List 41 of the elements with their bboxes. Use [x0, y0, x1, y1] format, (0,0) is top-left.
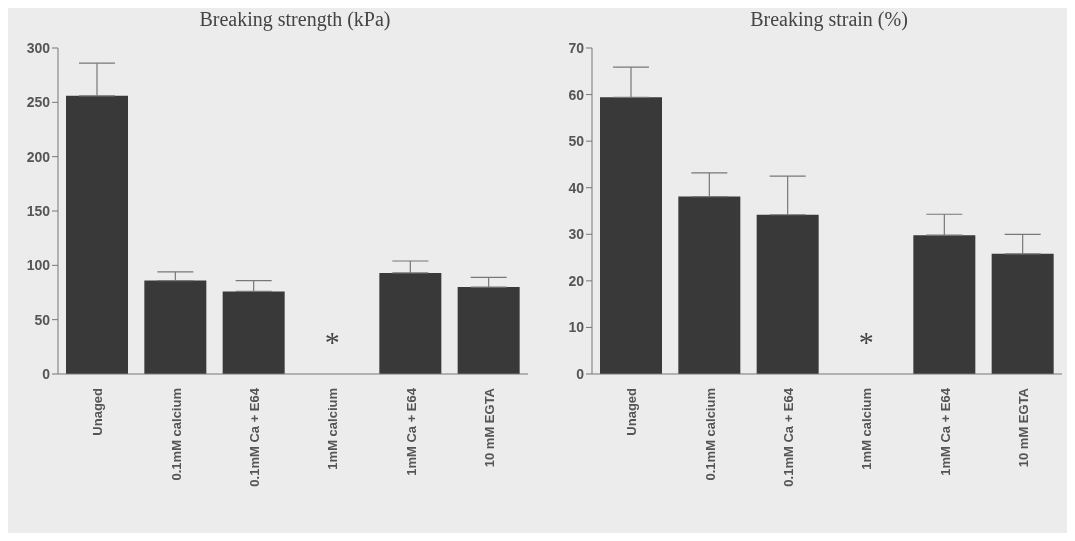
- y-tick-label: 60: [568, 86, 585, 103]
- y-tick-label: 0: [42, 365, 51, 382]
- y-tick-label: 20: [568, 272, 585, 289]
- x-tick-label: 10 mM EGTA: [481, 387, 497, 468]
- chart-title: Breaking strain (%): [749, 8, 909, 33]
- x-tick-label: 1mM Ca + E64: [403, 387, 419, 476]
- bar: [222, 291, 285, 374]
- y-tick-label: 150: [26, 202, 51, 219]
- x-tick-label: 0.1mM Ca + E64: [246, 387, 262, 487]
- y-tick-label: 200: [26, 148, 51, 165]
- y-tick-label: 30: [568, 226, 585, 243]
- bar: [457, 287, 520, 374]
- bar: [678, 196, 741, 374]
- bar: [913, 235, 976, 374]
- y-tick-label: 100: [26, 257, 51, 274]
- annotation: *: [324, 325, 340, 358]
- y-tick-label: 50: [34, 311, 51, 328]
- x-tick-label: 1mM calcium: [325, 388, 341, 470]
- y-tick-label: 300: [26, 39, 51, 56]
- bar: [756, 214, 819, 374]
- x-tick-label: 1mM Ca + E64: [937, 387, 953, 476]
- bar: [144, 280, 207, 374]
- y-tick-label: 0: [576, 365, 585, 382]
- bar: [991, 253, 1054, 374]
- x-tick-label: 0.1mM calcium: [168, 388, 184, 481]
- bar: [379, 272, 442, 374]
- y-tick-label: 40: [568, 179, 585, 196]
- x-tick-label: 1mM calcium: [859, 388, 875, 470]
- x-tick-label: 10 mM EGTA: [1015, 387, 1031, 468]
- x-tick-label: 0.1mM Ca + E64: [780, 387, 796, 487]
- y-tick-label: 50: [568, 133, 585, 150]
- bar: [600, 97, 662, 374]
- bar: [66, 95, 128, 374]
- chart-title: Breaking strength (kPa): [198, 8, 392, 33]
- x-tick-label: Unaged: [90, 387, 106, 436]
- x-tick-label: Unaged: [624, 387, 640, 436]
- y-tick-label: 10: [568, 319, 585, 336]
- x-tick-label: 0.1mM calcium: [702, 388, 718, 481]
- annotation: *: [858, 325, 874, 358]
- y-tick-label: 250: [26, 94, 51, 111]
- y-tick-label: 70: [568, 39, 585, 56]
